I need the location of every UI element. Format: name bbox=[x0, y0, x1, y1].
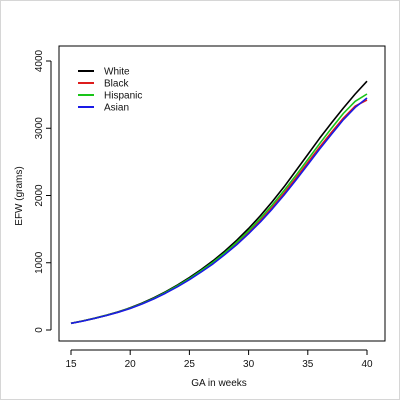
series-lines bbox=[70, 80, 368, 325]
y-ticks: 0 1000 2000 3000 4000 bbox=[34, 49, 51, 333]
x-tick-label: 20 bbox=[125, 359, 137, 370]
y-tick-label: 4000 bbox=[34, 49, 45, 72]
x-tick-label: 15 bbox=[65, 359, 77, 370]
series-line-hispanic bbox=[70, 93, 368, 325]
legend-label-black: Black bbox=[104, 79, 129, 90]
y-axis-title: EFW (grams) bbox=[14, 166, 25, 225]
x-tick-label: 30 bbox=[243, 359, 255, 370]
plot-area-border bbox=[58, 45, 386, 342]
series-line-white bbox=[70, 80, 368, 325]
legend-label-asian: Asian bbox=[104, 103, 129, 114]
legend-label-hispanic: Hispanic bbox=[104, 91, 142, 102]
legend-label-white: White bbox=[104, 67, 130, 78]
x-tick-label: 25 bbox=[184, 359, 196, 370]
y-tick-label: 2000 bbox=[34, 184, 45, 207]
x-tick-label: 40 bbox=[361, 359, 373, 370]
y-tick-label: 1000 bbox=[34, 251, 45, 274]
x-axis-title: GA in weeks bbox=[191, 378, 247, 389]
x-tick-label: 35 bbox=[302, 359, 314, 370]
series-line-asian bbox=[70, 97, 368, 325]
y-tick-label: 0 bbox=[34, 327, 45, 333]
x-ticks: 15 20 25 30 35 40 bbox=[65, 350, 373, 370]
y-tick-label: 3000 bbox=[34, 117, 45, 140]
